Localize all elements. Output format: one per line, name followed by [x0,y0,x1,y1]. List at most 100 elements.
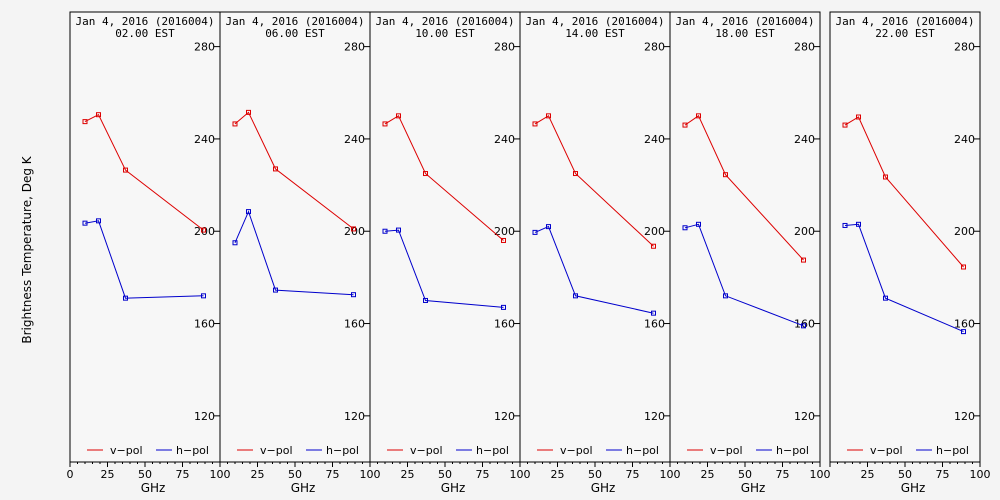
x-tick-label: 25 [101,468,115,481]
y-tick-label: 120 [794,410,815,423]
y-tick-label: 160 [954,318,975,331]
v-pol-point [232,121,238,127]
y-tick-label: 120 [644,410,665,423]
panel-title: Jan 4, 2016 (2016004) [75,15,214,28]
y-tick-label: 240 [494,133,515,146]
x-tick-label: 25 [861,468,875,481]
v-pol-point [961,264,966,270]
y-tick-label: 240 [644,133,665,146]
x-tick-label: 75 [776,468,790,481]
x-tick-label: 75 [626,468,640,481]
y-tick-label: 280 [794,41,815,54]
v-pol-point [696,113,701,119]
legend-v-label: v−pol [710,444,743,457]
v-pol-point [423,171,428,177]
y-tick-label: 200 [794,225,815,238]
y-tick-label: 120 [194,410,215,423]
y-tick-label: 160 [644,318,665,331]
y-tick-label: 280 [494,41,515,54]
v-pol-point [246,109,251,115]
h-pol-point [232,240,238,246]
y-axis-label: Brightness Temperature, Deg K [20,155,34,343]
h-pol-line [844,223,964,333]
x-axis-label: GHz [901,481,926,495]
h-pol-point [651,310,656,316]
v-pol-point [501,237,506,243]
panel-subtitle: 10.00 EST [415,27,475,40]
x-tick-label: 25 [701,468,715,481]
y-tick-label: 280 [954,41,975,54]
panel-2: Jan 4, 2016 (2016004)06.00 EST 120 160 200 2… [219,11,381,495]
y-tick-label: 240 [344,133,365,146]
h-pol-point [682,225,688,231]
h-pol-point [351,292,356,298]
h-pol-point [723,293,728,299]
x-axis-label: GHz [741,481,766,495]
v-pol-point [573,171,578,177]
v-pol-point [351,226,356,232]
v-pol-line [534,115,654,247]
y-tick-label: 160 [194,318,215,331]
panel-frame [519,11,671,463]
y-tick-label: 200 [954,225,975,238]
v-pol-point [201,227,206,233]
h-pol-line [84,220,204,299]
y-tick-label: 160 [344,318,365,331]
v-pol-point [546,113,551,119]
panel-3: Jan 4, 2016 (2016004)10.00 EST 120 160 200 2… [369,11,531,495]
panel-6: Jan 4, 2016 (2016004)22.00 EST 120 160 200 2… [829,11,991,495]
legend-h-label: h−pol [326,444,359,457]
panel-frame [219,11,371,463]
panel-4: Jan 4, 2016 (2016004)14.00 EST 120 160 200 2… [519,11,681,495]
y-tick-label: 120 [954,410,975,423]
x-tick-label: 25 [551,468,565,481]
x-axis-label: GHz [141,481,166,495]
panel-title: Jan 4, 2016 (2016004) [375,15,514,28]
y-tick-label: 120 [494,410,515,423]
h-pol-point [696,221,701,227]
h-pol-point [396,227,401,233]
x-tick-label: 0 [67,468,74,481]
h-pol-point [961,329,966,335]
x-tick-label: 25 [251,468,265,481]
panel-title: Jan 4, 2016 (2016004) [525,15,664,28]
h-pol-line [384,229,504,308]
v-pol-point [883,174,888,180]
legend-h-label: h−pol [626,444,659,457]
x-axis-label: GHz [441,481,466,495]
v-pol-line [684,115,804,261]
legend-v-label: v−pol [870,444,903,457]
v-pol-point [842,122,848,128]
panel-subtitle: 02.00 EST [115,27,175,40]
x-axis-label: GHz [591,481,616,495]
y-tick-label: 240 [794,133,815,146]
legend-v-label: v−pol [110,444,143,457]
y-tick-label: 200 [344,225,365,238]
v-pol-line [844,116,964,268]
x-tick-label: 50 [898,468,912,481]
h-pol-point [82,220,88,226]
h-pol-point [96,218,101,224]
h-pol-point [546,224,551,230]
x-tick-label: 100 [360,468,381,481]
x-tick-label: 50 [738,468,752,481]
h-pol-point [856,221,861,227]
x-tick-label: 75 [476,468,490,481]
h-pol-point [423,297,428,303]
y-tick-label: 280 [344,41,365,54]
h-pol-point [801,323,806,329]
v-pol-point [856,114,861,120]
v-pol-point [273,166,278,172]
v-pol-point [532,121,538,127]
h-pol-point [246,209,251,215]
y-tick-label: 200 [644,225,665,238]
h-pol-point [201,293,206,299]
y-tick-label: 200 [494,225,515,238]
panel-frame [829,11,981,463]
v-pol-point [82,119,88,125]
x-tick-label: 25 [401,468,415,481]
x-tick-label: 100 [210,468,231,481]
x-tick-label: 50 [438,468,452,481]
v-pol-point [96,112,101,118]
